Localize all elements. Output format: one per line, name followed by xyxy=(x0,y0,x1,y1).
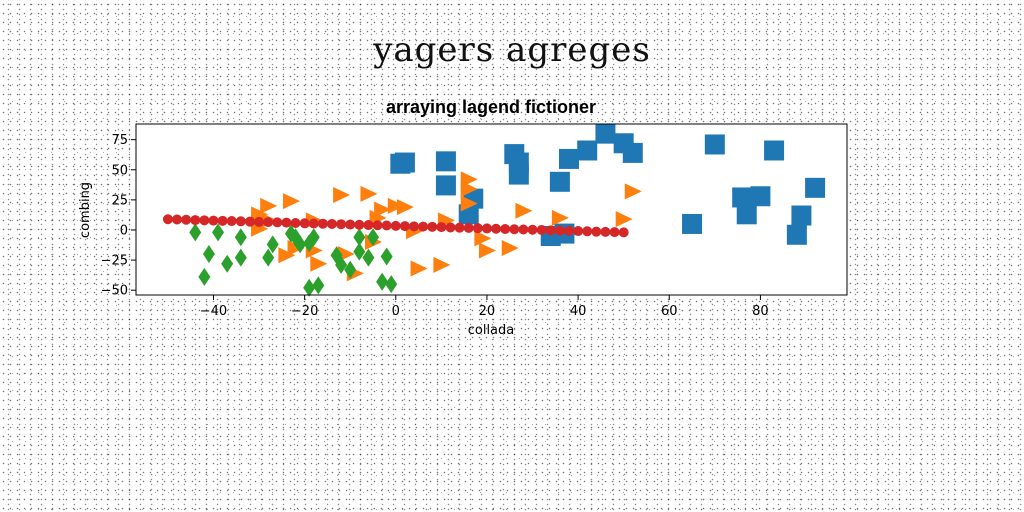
circle-point xyxy=(418,222,428,232)
y-tick-label: 25 xyxy=(111,193,128,208)
circle-point xyxy=(318,219,328,229)
circle-point xyxy=(600,227,610,237)
square-point xyxy=(750,186,770,206)
circle-point xyxy=(254,217,264,227)
circle-point xyxy=(218,216,228,226)
square-point xyxy=(805,178,825,198)
x-tick-label: 60 xyxy=(661,304,678,319)
x-tick-label: 0 xyxy=(392,304,400,319)
circle-point xyxy=(400,221,410,231)
circle-point xyxy=(391,221,401,231)
y-tick-label: −25 xyxy=(101,254,128,269)
circle-point xyxy=(245,217,255,227)
square-point xyxy=(682,214,702,234)
y-tick-label: 75 xyxy=(111,133,128,148)
x-axis-label: collada xyxy=(468,323,515,338)
circle-point xyxy=(491,224,501,234)
circle-point xyxy=(409,221,419,231)
circle-point xyxy=(518,224,528,234)
circle-point xyxy=(546,225,556,235)
y-tick-label: 0 xyxy=(120,223,128,238)
circle-point xyxy=(172,214,182,224)
circle-point xyxy=(345,220,355,230)
square-point xyxy=(791,206,811,226)
square-point xyxy=(395,153,415,173)
y-axis-ticks: −50 −25 0 25 50 75 xyxy=(101,133,136,299)
circle-point xyxy=(300,218,310,228)
circle-point xyxy=(591,227,601,237)
circle-point xyxy=(473,223,483,233)
circle-point xyxy=(619,227,629,237)
square-point xyxy=(436,151,456,171)
circle-point xyxy=(236,216,246,226)
square-point xyxy=(436,175,456,195)
x-tick-label: 40 xyxy=(570,304,587,319)
chart-title: arraying lagend fictioner xyxy=(386,97,596,117)
circle-point xyxy=(336,219,346,229)
square-point xyxy=(595,124,615,144)
circle-point xyxy=(500,224,510,234)
circle-point xyxy=(445,222,455,232)
square-point xyxy=(550,172,570,192)
x-tick-label: −40 xyxy=(200,304,227,319)
circle-point xyxy=(464,223,474,233)
y-axis-label: combing xyxy=(78,182,93,238)
circle-point xyxy=(573,226,583,236)
circle-point xyxy=(227,216,237,226)
circle-point xyxy=(291,218,301,228)
circle-point xyxy=(309,218,319,228)
circle-point xyxy=(427,222,437,232)
circle-point xyxy=(555,226,565,236)
circle-point xyxy=(190,215,200,225)
circle-point xyxy=(582,226,592,236)
circle-point xyxy=(482,223,492,233)
circle-point xyxy=(509,224,519,234)
y-tick-label: 50 xyxy=(111,163,128,178)
circle-point xyxy=(327,219,337,229)
x-tick-label: −20 xyxy=(291,304,318,319)
circle-point xyxy=(382,221,392,231)
circle-point xyxy=(455,223,465,233)
circle-point xyxy=(199,215,209,225)
square-point xyxy=(705,134,725,154)
circle-point xyxy=(373,220,383,230)
circle-point xyxy=(564,226,574,236)
square-point xyxy=(559,149,579,169)
square-point xyxy=(509,165,529,185)
circle-point xyxy=(208,216,218,226)
circle-point xyxy=(272,217,282,227)
circle-point xyxy=(610,227,620,237)
circle-point xyxy=(436,222,446,232)
circle-point xyxy=(181,215,191,225)
x-tick-label: 20 xyxy=(479,304,496,319)
circle-point xyxy=(354,220,364,230)
y-tick-label: −50 xyxy=(101,284,128,299)
square-point xyxy=(623,143,643,163)
square-point xyxy=(787,225,807,245)
x-axis-ticks: −40 −20 0 20 40 60 80 xyxy=(200,295,769,319)
circle-point xyxy=(263,217,273,227)
x-tick-label: 80 xyxy=(752,304,769,319)
square-point xyxy=(577,140,597,160)
circle-point xyxy=(537,225,547,235)
square-point xyxy=(737,204,757,224)
circle-point xyxy=(363,220,373,230)
circle-point xyxy=(163,214,173,224)
circle-point xyxy=(281,218,291,228)
square-point xyxy=(764,140,784,160)
circle-point xyxy=(528,225,538,235)
